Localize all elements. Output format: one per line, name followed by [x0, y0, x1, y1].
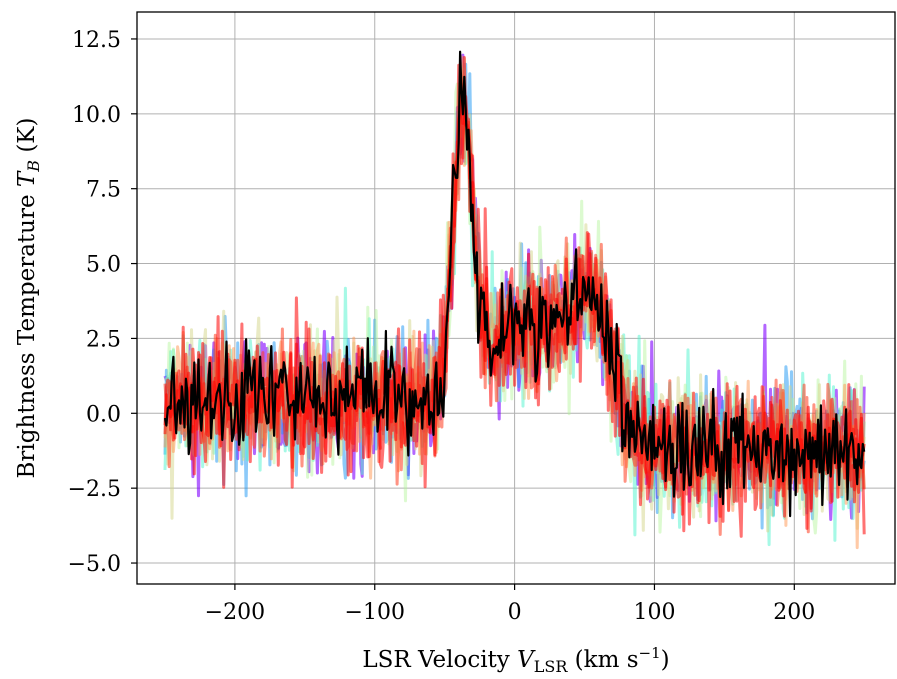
- y-axis-label: Brightness Temperature TB (K): [14, 118, 43, 479]
- x-tick-label: 100: [633, 600, 675, 625]
- tick-marks: [131, 38, 795, 590]
- grid-lines: [137, 12, 895, 584]
- x-tick-label: 0: [508, 600, 522, 625]
- series-line-9: [163, 50, 866, 518]
- y-tick-label: 2.5: [86, 327, 121, 352]
- y-tick-label: −5.0: [68, 552, 121, 577]
- x-tick-label: −200: [205, 600, 265, 625]
- y-tick-label: 10.0: [72, 103, 121, 128]
- x-axis-label: LSR Velocity VLSR (km s−1): [362, 644, 669, 676]
- x-tick-labels: −200 −100 0 100 200: [205, 600, 816, 625]
- y-tick-label: −2.5: [68, 477, 121, 502]
- y-tick-label: 12.5: [72, 28, 121, 53]
- plot-frame: [136, 11, 896, 585]
- x-tick-label: 200: [773, 600, 815, 625]
- series-line-8: [163, 63, 866, 535]
- y-tick-label: 5.0: [86, 253, 121, 278]
- y-tick-label: 7.5: [86, 178, 121, 203]
- x-tick-label: −100: [345, 600, 405, 625]
- series-layer: [163, 50, 866, 550]
- y-tick-label: 0.0: [86, 402, 121, 427]
- y-tick-labels: −5.0 −2.5 0.0 2.5 5.0 7.5 10.0 12.5: [68, 28, 121, 577]
